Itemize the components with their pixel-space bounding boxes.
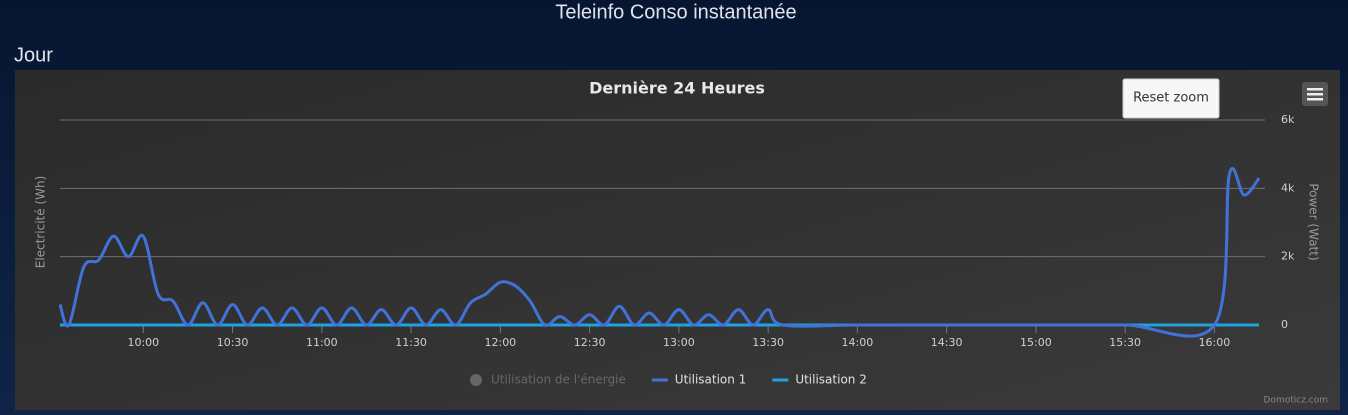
x-tick-label: 14:00: [842, 336, 874, 349]
legend-item[interactable]: Utilisation 1: [651, 373, 747, 387]
menu-bar[interactable]: [1307, 88, 1323, 91]
legend-item[interactable]: Utilisation 2: [772, 373, 867, 387]
x-tick-label: 15:30: [1109, 336, 1141, 349]
legend-label: Utilisation 2: [795, 373, 867, 387]
legend-label: Utilisation de l'énergie: [491, 373, 626, 387]
menu-button[interactable]: [1302, 82, 1328, 106]
x-tick-label: 15:00: [1020, 336, 1052, 349]
credit: Domoticz.com: [1264, 396, 1329, 406]
button-frame[interactable]: [1122, 78, 1220, 119]
x-tick-label: 12:00: [484, 336, 516, 349]
y2-tick-label: 4k: [1281, 181, 1295, 194]
button-label[interactable]: Reset zoom: [1133, 91, 1209, 106]
x-tick-label: 16:00: [1199, 336, 1231, 349]
chart-panel: [15, 70, 1340, 410]
legend-symbol: [470, 374, 482, 386]
y2-tick-label: 2k: [1281, 250, 1295, 263]
x-tick-label: 10:00: [127, 336, 159, 349]
series-line: [58, 166, 1261, 338]
section-title: Jour: [14, 44, 53, 66]
legend-label: Utilisation 1: [675, 373, 747, 387]
x-tick-label: 14:30: [931, 336, 963, 349]
y2-tick-label: 0: [1281, 318, 1288, 331]
reset-zoom-button[interactable]: Reset zoom: [1122, 78, 1220, 119]
y2-axis-label: Power (Watt): [1307, 183, 1321, 260]
legend-item[interactable]: Utilisation de l'énergie: [470, 373, 626, 387]
y2-tick-label: 6k: [1281, 113, 1295, 126]
x-tick-label: 11:30: [395, 336, 427, 349]
y-axis-label: Electricité (Wh): [34, 176, 48, 269]
x-tick-label: 12:30: [574, 336, 606, 349]
chart-title: Dernière 24 Heures: [589, 79, 765, 98]
menu-bar[interactable]: [1307, 98, 1323, 101]
x-tick-label: 11:00: [306, 336, 338, 349]
page-title: Teleinfo Conso instantanée: [555, 1, 796, 23]
x-tick-label: 13:30: [752, 336, 784, 349]
x-tick-label: 13:00: [663, 336, 695, 349]
menu-bar[interactable]: [1307, 93, 1323, 96]
x-tick-label: 10:30: [217, 336, 249, 349]
